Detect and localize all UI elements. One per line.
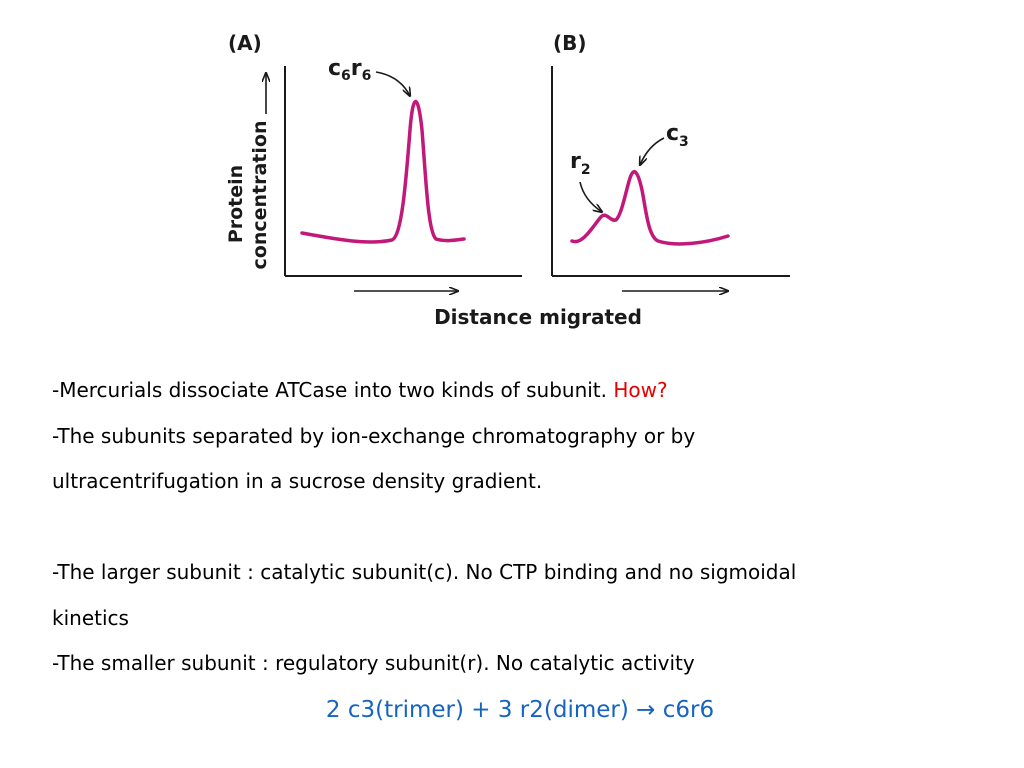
- y-axis-label-concentration: concentration: [249, 121, 271, 270]
- peak-c3-arrow: [640, 137, 665, 165]
- panel-b-axes: [551, 66, 790, 277]
- peak-label-r2: r2: [570, 149, 591, 178]
- text-line-6: -The smaller subunit : regulatory subuni…: [52, 651, 695, 675]
- panel-b-label: (B): [553, 31, 587, 55]
- text-line-2: -The subunits separated by ion-exchange …: [52, 423, 696, 448]
- x-axis-label: Distance migrated: [434, 305, 642, 329]
- panel-b-curve: [570, 170, 730, 246]
- y-axis-label-protein: Protein: [225, 165, 247, 243]
- text-line-5: kinetics: [52, 605, 129, 630]
- panel-a-axes: [284, 66, 522, 277]
- description-text: -Mercurials dissociate ATCase into two k…: [52, 368, 992, 687]
- peak-label-c3: c3: [666, 121, 689, 150]
- text-line-3: ultracentrifugation in a sucrose density…: [52, 469, 543, 493]
- peak-label-c6r6: c6r6: [328, 56, 371, 84]
- text-line-1-main: -Mercurials dissociate ATCase into two k…: [52, 378, 614, 402]
- assembly-equation: 2 c3(trimer) + 3 r2(dimer) → c6r6: [325, 697, 715, 723]
- question-text: How?: [613, 378, 668, 402]
- peak-r2-arrow: [579, 181, 602, 212]
- peak-a-arrow: [375, 71, 410, 96]
- panel-a-curve: [300, 99, 466, 244]
- text-line-4: -The larger subunit : catalytic subunit(…: [52, 560, 797, 584]
- sedimentation-figure: (A) (B) Protein concentration c6r6 r2 c3…: [225, 31, 790, 329]
- text-line-1: -Mercurials dissociate ATCase into two k…: [52, 368, 992, 414]
- panel-a-label: (A): [228, 31, 262, 55]
